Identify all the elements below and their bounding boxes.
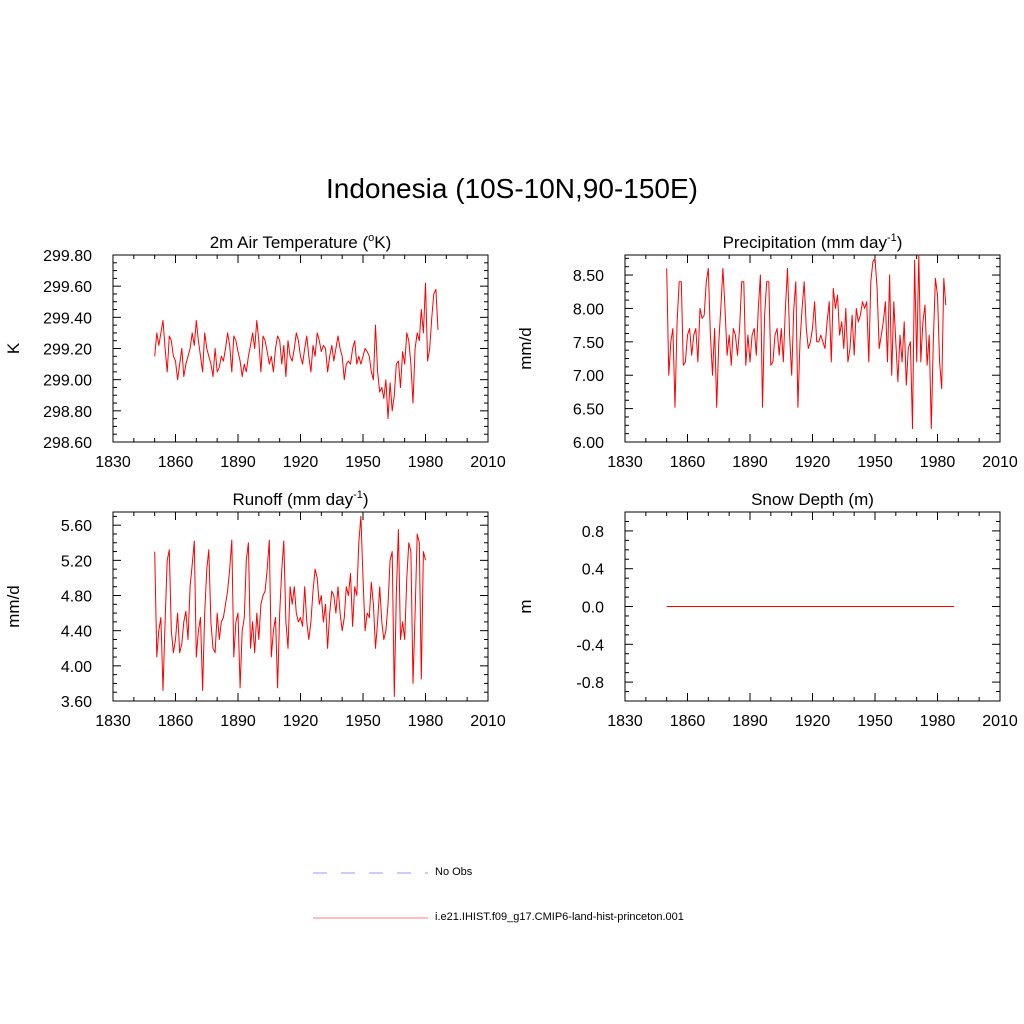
y-tick-label: 5.20 <box>61 553 92 570</box>
x-tick-label: 1980 <box>920 454 956 471</box>
series-line <box>666 254 947 430</box>
page-title: Indonesia (10S-10N,90-150E) <box>325 173 698 204</box>
y-axis-label: mm/d <box>516 327 535 370</box>
y-tick-label: 4.40 <box>61 624 92 641</box>
x-tick-label: 1950 <box>857 713 893 730</box>
y-tick-label: 6.00 <box>573 435 604 452</box>
x-tick-label: 2010 <box>470 454 506 471</box>
x-tick-label: 1980 <box>920 713 956 730</box>
panel-title: 2m Air Temperature (oK) <box>210 232 392 252</box>
chart-panel-3: Runoff (mm day-1) mm/d 1830 1860 1890 1920 195… <box>4 489 506 730</box>
x-tick-label: 1920 <box>795 454 831 471</box>
y-tick-label: 5.60 <box>61 518 92 535</box>
y-tick-label: 7.00 <box>573 368 604 385</box>
y-axis-label: K <box>4 342 23 354</box>
x-tick-label: 1920 <box>283 713 319 730</box>
x-tick-label: 1830 <box>607 454 643 471</box>
plot-frame <box>112 254 489 443</box>
x-tick-label: 1830 <box>607 713 643 730</box>
y-tick-label: 299.20 <box>43 342 92 359</box>
x-tick-label: 1950 <box>345 713 381 730</box>
y-tick-label: 4.00 <box>61 659 92 676</box>
x-tick-label: 1860 <box>158 454 194 471</box>
y-tick-label: 298.60 <box>43 435 92 452</box>
y-tick-label: 8.00 <box>573 301 604 318</box>
y-tick-label: 7.50 <box>573 335 604 352</box>
x-tick-label: 1860 <box>158 713 194 730</box>
y-tick-label: 298.80 <box>43 404 92 421</box>
y-tick-label: -0.8 <box>576 675 604 692</box>
y-axis-label: m <box>516 599 535 613</box>
y-tick-label: 0.4 <box>582 562 604 579</box>
panel-title: Precipitation (mm day-1) <box>723 232 903 252</box>
x-tick-label: 2010 <box>982 713 1018 730</box>
x-tick-label: 1860 <box>670 713 706 730</box>
x-tick-label: 1950 <box>345 454 381 471</box>
y-tick-label: 3.60 <box>61 694 92 711</box>
x-tick-label: 1920 <box>283 454 319 471</box>
y-tick-label: 6.50 <box>573 402 604 419</box>
chart-panel-2: Precipitation (mm day-1) mm/d 1830 1860 1890… <box>516 232 1018 471</box>
series-line <box>154 282 439 420</box>
y-tick-label: 299.40 <box>43 310 92 327</box>
y-tick-label: 8.50 <box>573 268 604 285</box>
x-tick-label: 1890 <box>220 454 256 471</box>
panel-title: Runoff (mm day-1) <box>232 489 368 509</box>
y-tick-label: 299.00 <box>43 373 92 390</box>
chart-panel-4: Snow Depth (m) m 1830 1860 1890 1920 1950 1980 2… <box>516 490 1018 730</box>
series-line <box>154 515 426 698</box>
x-tick-label: 1830 <box>95 454 131 471</box>
x-tick-label: 1890 <box>220 713 256 730</box>
y-tick-label: 0.0 <box>582 600 604 617</box>
x-tick-label: 1980 <box>408 713 444 730</box>
y-tick-label: 299.80 <box>43 248 92 265</box>
x-tick-label: 1950 <box>857 454 893 471</box>
x-tick-label: 1860 <box>670 454 706 471</box>
x-tick-label: 1890 <box>732 713 768 730</box>
x-tick-label: 1920 <box>795 713 831 730</box>
plot-frame <box>112 511 489 702</box>
panel-title: Snow Depth (m) <box>751 490 874 509</box>
chart-panel-1: 2m Air Temperature (oK) K 1830 1860 1890 1920… <box>4 232 506 471</box>
y-axis-label: mm/d <box>4 585 23 628</box>
x-tick-label: 1890 <box>732 454 768 471</box>
x-tick-label: 1830 <box>95 713 131 730</box>
x-tick-label: 2010 <box>470 713 506 730</box>
x-tick-label: 2010 <box>982 454 1018 471</box>
x-tick-label: 1980 <box>408 454 444 471</box>
y-tick-label: 4.80 <box>61 589 92 606</box>
y-tick-label: 299.60 <box>43 279 92 296</box>
y-tick-label: -0.4 <box>576 637 604 654</box>
y-tick-label: 0.8 <box>582 524 604 541</box>
